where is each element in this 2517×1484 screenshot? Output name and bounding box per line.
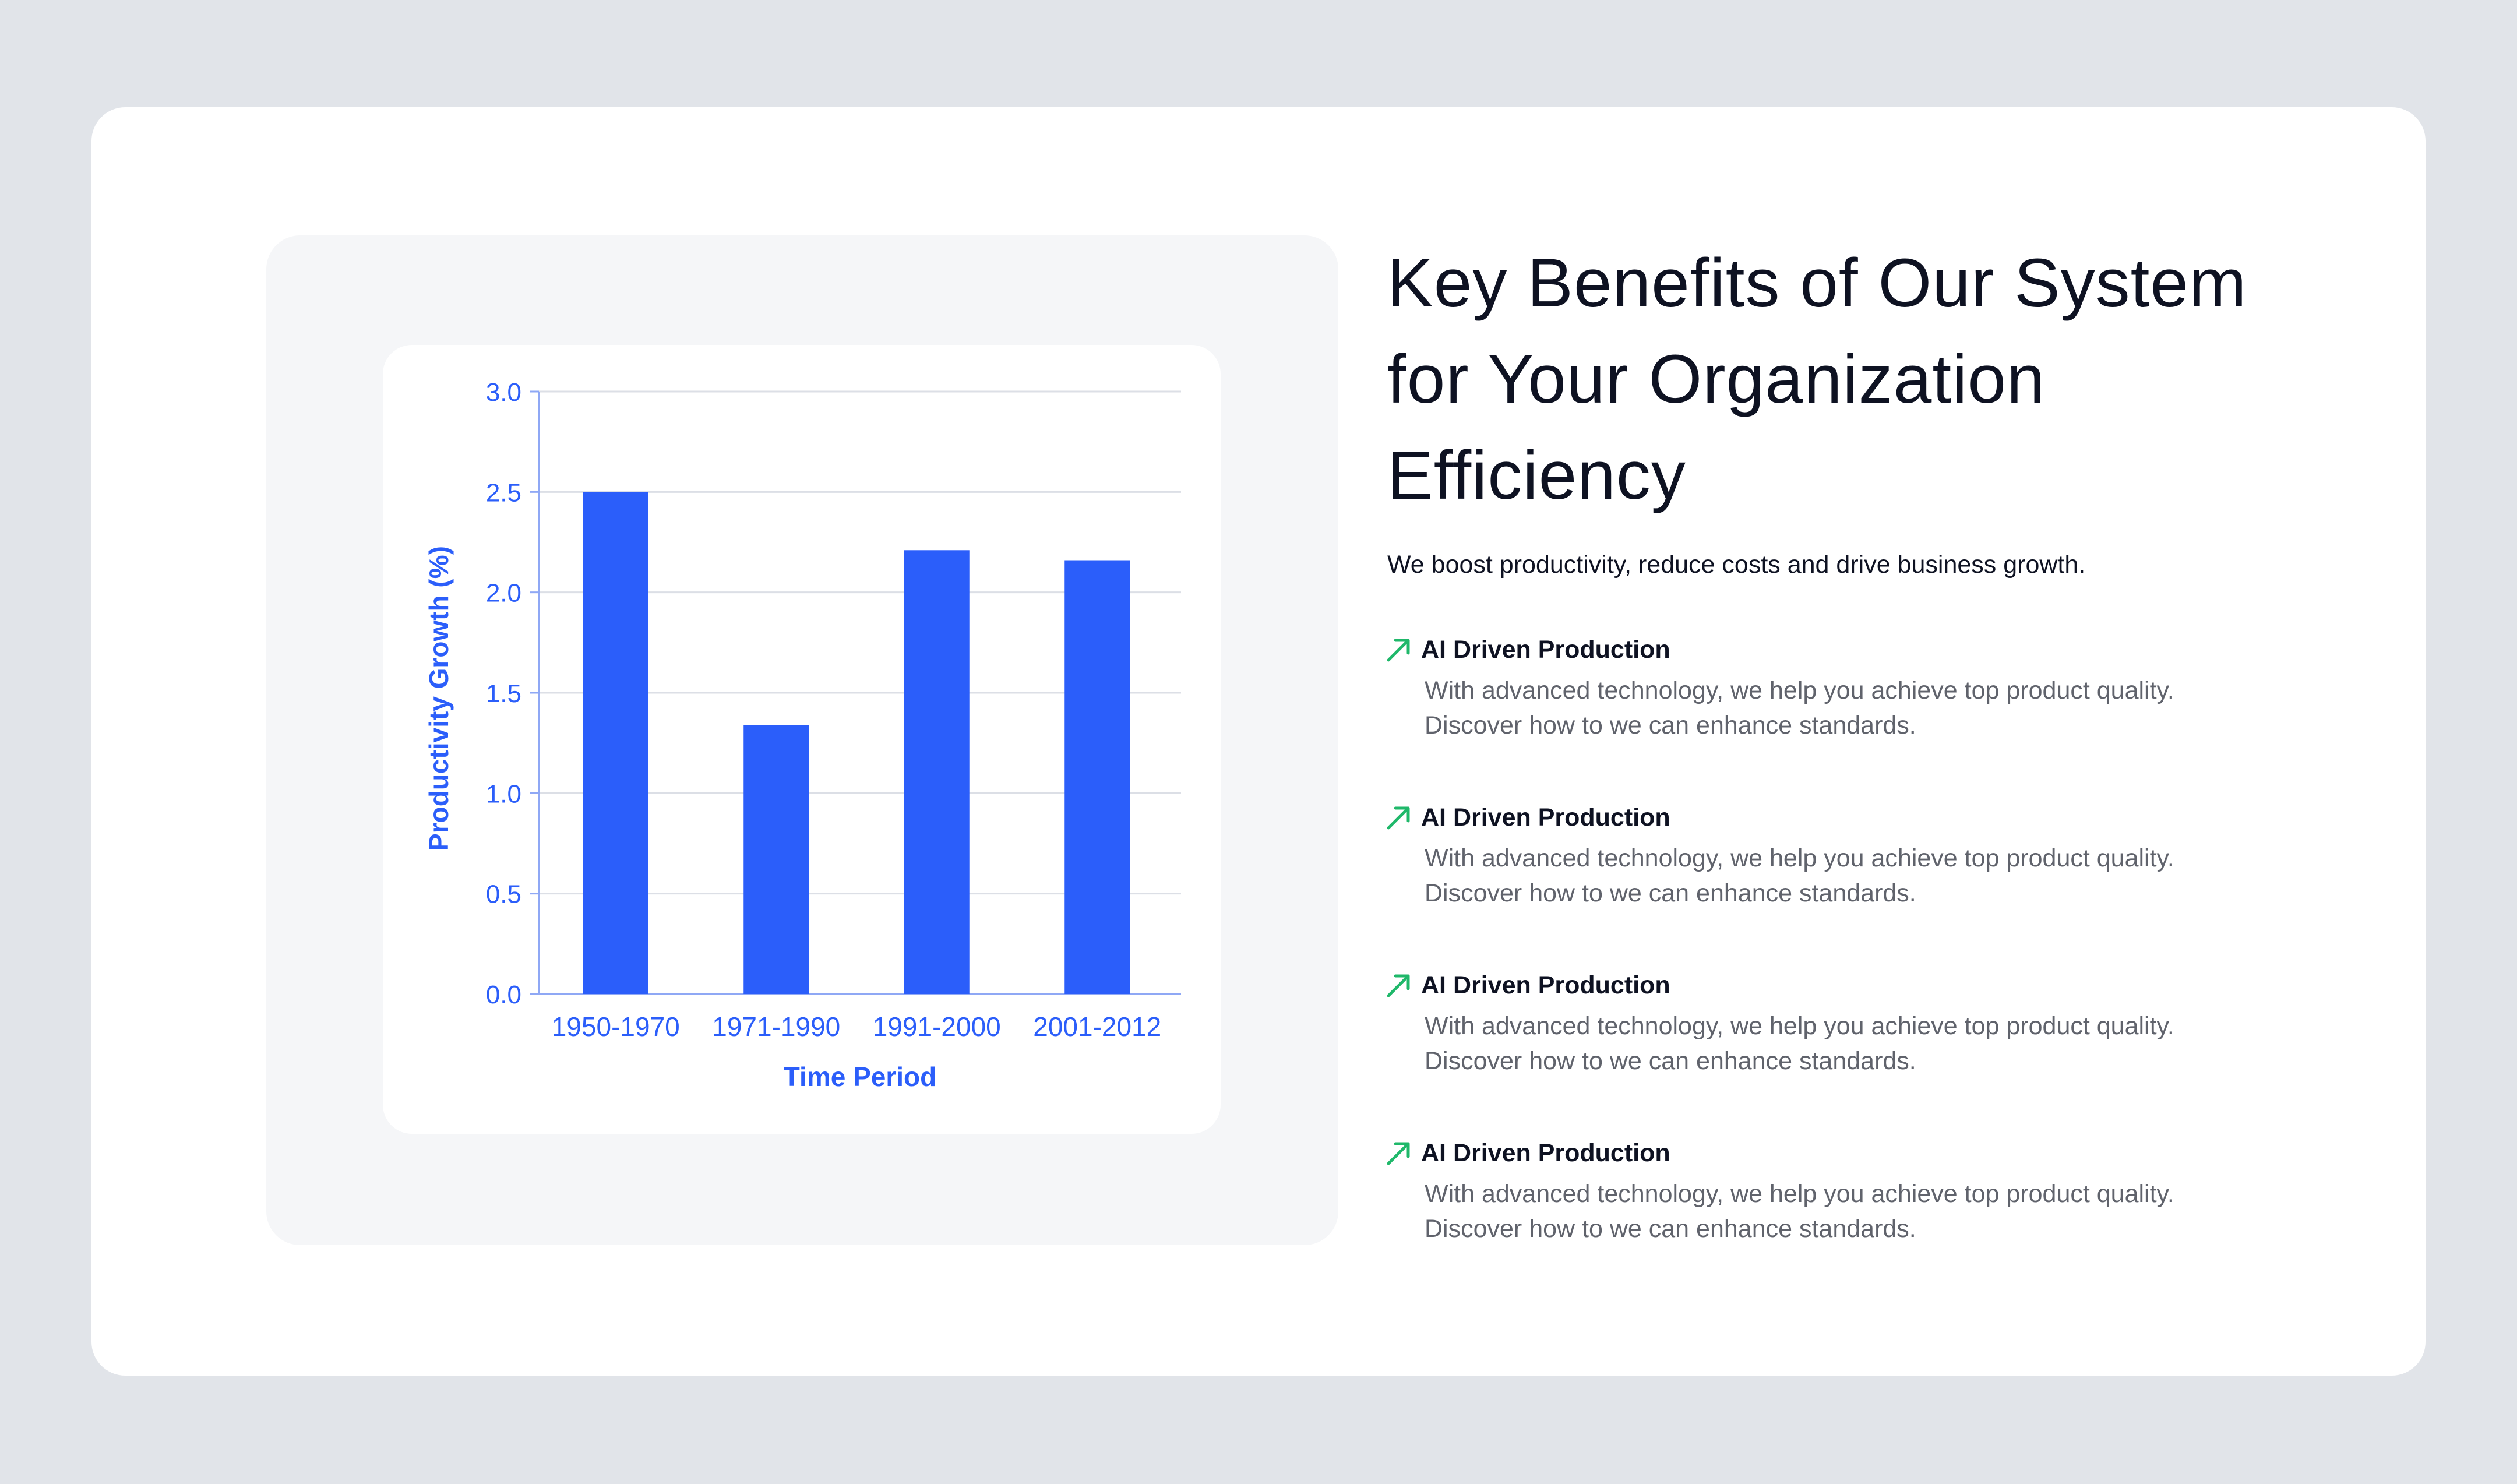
arrow-up-right-icon (1387, 1142, 1410, 1165)
x-tick-label: 1950-1970 (552, 1011, 680, 1042)
benefit-header: AI Driven Production (1387, 632, 2366, 667)
page-subtitle: We boost productivity, reduce costs and … (1387, 551, 2086, 579)
benefit-item: AI Driven Production With advanced techn… (1387, 968, 2366, 1136)
bar (583, 492, 648, 994)
benefit-desc-line-1: With advanced technology, we help you ac… (1425, 1012, 2174, 1040)
chart-card: 0.0 0.5 1.0 1.5 2.0 2.5 3.0 1950-1970 1971-1990 1… (383, 345, 1221, 1134)
benefit-item: AI Driven Production With advanced techn… (1387, 1136, 2366, 1303)
benefit-item: AI Driven Production With advanced techn… (1387, 632, 2366, 800)
benefit-title: AI Driven Production (1421, 1138, 1670, 1167)
y-tick-label: 3.0 (486, 378, 521, 407)
benefit-description: With advanced technology, we help you ac… (1425, 1009, 2357, 1078)
bar (1064, 560, 1130, 994)
bar (743, 725, 809, 994)
x-tick-label: 1971-1990 (712, 1011, 840, 1042)
benefit-description: With advanced technology, we help you ac… (1425, 1176, 2357, 1246)
x-axis-title: Time Period (784, 1062, 936, 1092)
main-card: 0.0 0.5 1.0 1.5 2.0 2.5 3.0 1950-1970 1971-1990 1… (91, 107, 2426, 1376)
y-tick-label: 0.0 (486, 981, 521, 1009)
y-axis-title: Productivity Growth (%) (424, 546, 454, 851)
y-tick-label: 2.0 (486, 579, 521, 608)
benefit-description: With advanced technology, we help you ac… (1425, 841, 2357, 911)
benefit-desc-line-1: With advanced technology, we help you ac… (1425, 844, 2174, 872)
title-line-2: for Your Organization (1387, 341, 2046, 418)
y-tick-label: 1.5 (486, 679, 521, 708)
benefit-item: AI Driven Production With advanced techn… (1387, 800, 2366, 968)
benefit-title: AI Driven Production (1421, 635, 1670, 664)
benefit-desc-line-2: Discover how to we can enhance standards… (1425, 1047, 1916, 1075)
title-line-3: Efficiency (1387, 437, 1686, 514)
benefits-content: Key Benefits of Our System for Your Orga… (1387, 235, 2366, 1303)
benefit-header: AI Driven Production (1387, 968, 2366, 1003)
benefit-header: AI Driven Production (1387, 800, 2366, 835)
x-tick-label: 2001-2012 (1033, 1011, 1161, 1042)
chart-panel: 0.0 0.5 1.0 1.5 2.0 2.5 3.0 1950-1970 1971-1990 1… (266, 235, 1338, 1245)
benefit-header: AI Driven Production (1387, 1136, 2366, 1171)
arrow-up-right-icon (1387, 806, 1410, 830)
arrow-up-right-icon (1387, 974, 1410, 997)
benefit-desc-line-1: With advanced technology, we help you ac… (1425, 676, 2174, 704)
bar (904, 550, 970, 994)
benefits-list: AI Driven Production With advanced techn… (1387, 632, 2366, 1303)
benefit-title: AI Driven Production (1421, 803, 1670, 831)
benefit-desc-line-2: Discover how to we can enhance standards… (1425, 711, 1916, 739)
page-title: Key Benefits of Our System for Your Orga… (1387, 235, 2366, 524)
y-tick-label: 1.0 (486, 780, 521, 808)
benefit-desc-line-1: With advanced technology, we help you ac… (1425, 1180, 2174, 1208)
bar-chart: 0.0 0.5 1.0 1.5 2.0 2.5 3.0 1950-1970 1971-1990 1… (424, 378, 1181, 1092)
benefit-desc-line-2: Discover how to we can enhance standards… (1425, 879, 1916, 907)
x-tick-label: 1991-2000 (873, 1011, 1001, 1042)
benefit-desc-line-2: Discover how to we can enhance standards… (1425, 1215, 1916, 1243)
y-tick-label: 0.5 (486, 880, 521, 909)
y-tick-label: 2.5 (486, 478, 521, 507)
benefit-title: AI Driven Production (1421, 971, 1670, 999)
arrow-up-right-icon (1387, 639, 1410, 662)
benefit-description: With advanced technology, we help you ac… (1425, 673, 2357, 743)
title-line-1: Key Benefits of Our System (1387, 245, 2247, 322)
